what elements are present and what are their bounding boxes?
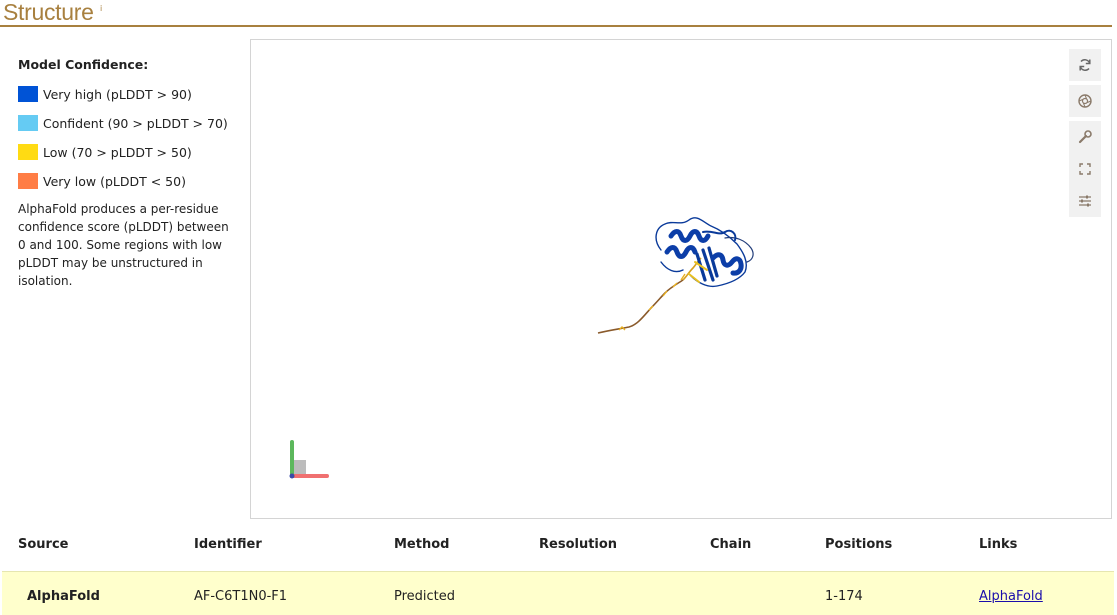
column-header-positions: Positions <box>825 537 893 552</box>
section-title: Structure <box>3 0 94 25</box>
alphafold-link[interactable]: AlphaFold <box>979 589 1043 604</box>
info-icon[interactable]: i <box>100 4 103 13</box>
column-header-identifier: Identifier <box>194 537 262 552</box>
cell-positions: 1-174 <box>825 589 863 604</box>
reset-view-button[interactable] <box>1069 49 1101 81</box>
section-header: Structure i <box>0 0 1112 27</box>
controls-button[interactable] <box>1069 185 1101 217</box>
cell-method: Predicted <box>394 589 456 604</box>
legend-item-confident: Confident (90 > pLDDT > 70) <box>18 115 233 133</box>
legend-swatch-very-high <box>18 86 38 102</box>
structure-table-header: Source Identifier Method Resolution Chai… <box>0 528 1117 562</box>
legend-swatch-confident <box>18 115 38 131</box>
legend-item-very-low: Very low (pLDDT < 50) <box>18 173 233 191</box>
fullscreen-button[interactable] <box>1069 153 1101 185</box>
screenshot-button[interactable] <box>1069 85 1101 117</box>
reset-view-icon <box>1079 59 1091 71</box>
camera-icon <box>1078 94 1092 108</box>
legend-heading: Model Confidence: <box>18 57 149 72</box>
cell-links: AlphaFold <box>979 589 1043 604</box>
protein-structure-render[interactable] <box>251 40 1113 520</box>
fullscreen-icon <box>1079 163 1091 175</box>
column-header-chain: Chain <box>710 537 752 552</box>
cell-identifier: AF-C6T1N0-F1 <box>194 589 288 604</box>
structure-viewer[interactable] <box>250 39 1112 519</box>
legend-item-very-high: Very high (pLDDT > 90) <box>18 86 233 104</box>
cell-source: AlphaFold <box>27 589 100 604</box>
orientation-axes <box>289 440 329 479</box>
legend-label: Very low (pLDDT < 50) <box>43 174 186 189</box>
wrench-icon <box>1078 130 1092 144</box>
legend-item-low: Low (70 > pLDDT > 50) <box>18 144 233 162</box>
legend-swatch-very-low <box>18 173 38 189</box>
settings-button[interactable] <box>1069 121 1101 153</box>
column-header-resolution: Resolution <box>539 537 618 552</box>
legend-swatch-low <box>18 144 38 160</box>
table-row[interactable]: AlphaFold AF-C6T1N0-F1 Predicted 1-174 A… <box>2 571 1114 615</box>
legend-label: Very high (pLDDT > 90) <box>43 87 192 102</box>
column-header-method: Method <box>394 537 450 552</box>
column-header-links: Links <box>979 537 1018 552</box>
column-header-source: Source <box>18 537 69 552</box>
legend-label: Low (70 > pLDDT > 50) <box>43 145 192 160</box>
viewer-toolbar <box>1069 49 1101 217</box>
legend-label: Confident (90 > pLDDT > 70) <box>43 116 228 131</box>
settings-sliders-icon <box>1079 195 1091 207</box>
confidence-legend: Model Confidence: Very high (pLDDT > 90)… <box>18 56 233 290</box>
legend-note: AlphaFold produces a per-residue confide… <box>18 202 229 288</box>
